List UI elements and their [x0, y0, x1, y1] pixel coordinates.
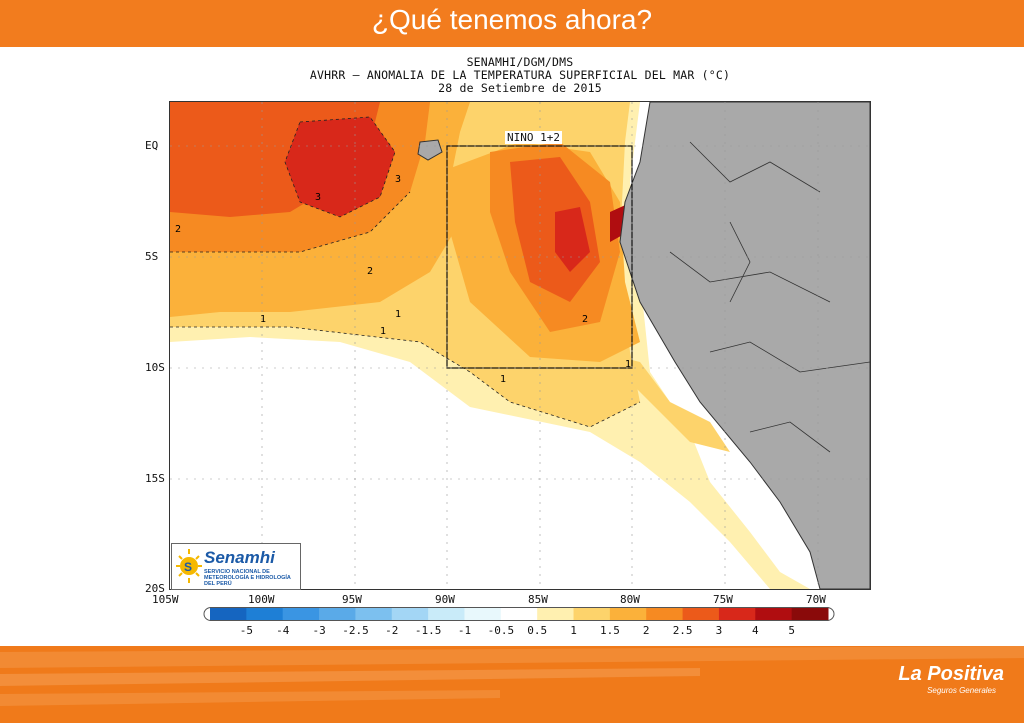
colorbar-swatch — [282, 607, 320, 621]
colorbar-label: 1 — [570, 624, 577, 637]
nino12-label: NINO 1+2 — [505, 131, 562, 144]
map-title-line3: 28 de Setiembre de 2015 — [438, 81, 602, 95]
contour-label: 1 — [625, 359, 631, 370]
colorbar-swatch — [573, 607, 611, 621]
colorbar-swatch — [319, 607, 356, 621]
contour-label: 3 — [395, 174, 401, 185]
colorbar-swatch — [682, 607, 720, 621]
colorbar-swatch — [609, 607, 647, 621]
svg-text:S: S — [184, 560, 192, 574]
colorbar-swatch — [646, 607, 684, 621]
colorbar-label: -0.5 — [487, 624, 515, 637]
colorbar-label: -4 — [276, 624, 290, 637]
colorbar-swatch — [791, 607, 829, 621]
colorbar-label: -1.5 — [414, 624, 442, 637]
map-title-line1: SENAMHI/DGM/DMS — [466, 55, 574, 69]
lat-label-10s: 10S — [145, 361, 165, 374]
logo-subtitle: SERVICIO NACIONAL DE METEOROLOGÍA E HIDR… — [204, 569, 291, 587]
lon-label-105w: 105W — [152, 593, 179, 606]
contour-label: 2 — [367, 266, 373, 277]
map-svg: 2 3 3 2 1 1 2 1 1 1 — [170, 102, 870, 589]
lon-label-85w: 85W — [528, 593, 548, 606]
anomaly-1-coastal — [600, 352, 730, 452]
brand-tagline: Seguros Generales — [927, 686, 996, 695]
colorbar-svg — [203, 607, 835, 621]
contour-label: 1 — [260, 314, 266, 325]
header-bar: ¿Qué tenemos ahora? — [0, 0, 1024, 47]
sun-icon: S — [176, 549, 202, 583]
colorbar-swatch — [210, 607, 247, 621]
colorbar-swatch — [428, 607, 465, 621]
colorbar-label: -2.5 — [342, 624, 369, 637]
colorbar-swatch — [755, 607, 793, 621]
contour-label: 1 — [500, 374, 506, 385]
lon-label-75w: 75W — [713, 593, 733, 606]
colorbar-swatch — [246, 607, 284, 621]
footer-bar — [0, 646, 1024, 723]
contour-label: 2 — [582, 314, 588, 325]
slide-title: ¿Qué tenemos ahora? — [371, 4, 653, 35]
colorbar-label: 5 — [788, 624, 795, 637]
brand-name: La Positiva — [898, 663, 1004, 685]
colorbar-swatch — [718, 607, 756, 621]
lon-label-95w: 95W — [342, 593, 362, 606]
lat-label-eq: EQ — [145, 139, 159, 152]
lon-label-80w: 80W — [620, 593, 640, 606]
lon-label-100w: 100W — [248, 593, 275, 606]
contour-label: 2 — [175, 224, 181, 235]
logo-name: Senamhi — [204, 548, 275, 567]
anomaly-3-east — [555, 207, 590, 272]
colorbar — [203, 607, 835, 621]
lat-label-5s: 5S — [145, 250, 159, 263]
lon-label-70w: 70W — [806, 593, 826, 606]
contour-3 — [284, 116, 396, 218]
lat-label-20s: 20S — [145, 582, 165, 595]
colorbar-label: -5 — [239, 624, 253, 637]
colorbar-swatch — [537, 607, 575, 621]
sst-anomaly-map: 2 3 3 2 1 1 2 1 1 1 — [169, 101, 871, 590]
colorbar-label: -3 — [312, 624, 326, 637]
colorbar-swatch — [500, 607, 538, 621]
galapagos — [417, 139, 443, 161]
colorbar-border — [203, 607, 835, 621]
colorbar-label: 3 — [715, 624, 723, 637]
colorbar-label: 0.5 — [527, 624, 548, 637]
region-boundaries — [669, 141, 870, 453]
colorbar-label: -2 — [385, 624, 399, 637]
colorbar-label: -1 — [457, 624, 472, 637]
senamhi-logo: S Senamhi SERVICIO NACIONAL DE METEOROLO… — [171, 543, 301, 590]
contour-label: 1 — [380, 326, 386, 337]
colorbar-label: 2.5 — [672, 624, 693, 637]
lat-label-15s: 15S — [145, 472, 165, 485]
contour-label: 1 — [395, 309, 401, 320]
colorbar-label: 1.5 — [599, 624, 620, 637]
footer-stripes — [0, 646, 1024, 706]
colorbar-swatch — [464, 607, 502, 621]
colorbar-swatch — [355, 607, 393, 621]
colorbar-label: 4 — [751, 624, 759, 637]
colorbar-label: 2 — [642, 624, 650, 637]
contour-label: 3 — [315, 192, 321, 203]
map-title-line2: AVHRR – ANOMALIA DE LA TEMPERATURA SUPER… — [309, 68, 731, 82]
lon-label-90w: 90W — [435, 593, 455, 606]
anomaly-3-core — [285, 117, 395, 217]
colorbar-swatch — [391, 607, 429, 621]
